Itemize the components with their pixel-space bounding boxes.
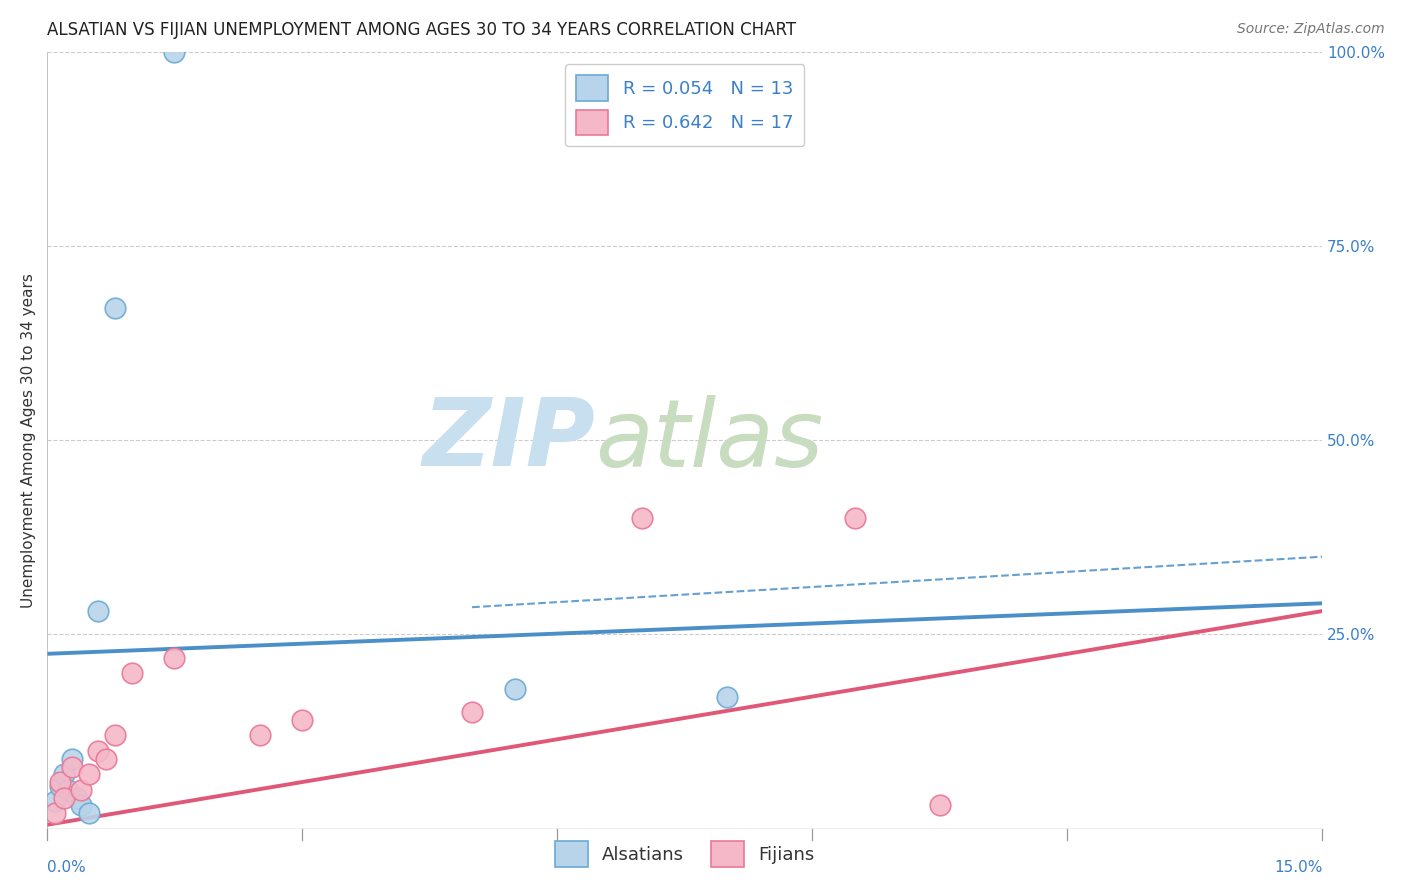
Text: ALSATIAN VS FIJIAN UNEMPLOYMENT AMONG AGES 30 TO 34 YEARS CORRELATION CHART: ALSATIAN VS FIJIAN UNEMPLOYMENT AMONG AG… xyxy=(46,21,796,39)
Point xyxy=(87,604,110,618)
Text: ZIP: ZIP xyxy=(422,394,595,486)
Point xyxy=(58,782,80,797)
Point xyxy=(631,511,654,525)
Text: 0.0%: 0.0% xyxy=(46,860,86,875)
Point xyxy=(291,713,314,727)
Point xyxy=(62,759,84,773)
Point xyxy=(44,806,66,821)
Text: atlas: atlas xyxy=(595,394,824,485)
Point xyxy=(503,681,526,696)
Point xyxy=(70,798,93,813)
Point xyxy=(52,767,75,781)
Text: 15.0%: 15.0% xyxy=(1274,860,1322,875)
Point xyxy=(66,790,89,805)
Point xyxy=(52,790,75,805)
Point xyxy=(104,301,127,315)
Y-axis label: Unemployment Among Ages 30 to 34 years: Unemployment Among Ages 30 to 34 years xyxy=(21,273,35,607)
Text: Source: ZipAtlas.com: Source: ZipAtlas.com xyxy=(1237,22,1385,37)
Point xyxy=(163,650,186,665)
Point xyxy=(928,798,950,813)
Point xyxy=(844,511,866,525)
Point xyxy=(62,752,84,766)
Point xyxy=(48,779,70,793)
Point xyxy=(79,767,101,781)
Point xyxy=(79,806,101,821)
Point xyxy=(96,752,118,766)
Point xyxy=(121,666,143,681)
Point xyxy=(249,728,271,742)
Point xyxy=(104,728,127,742)
Point xyxy=(48,775,70,789)
Legend: Alsatians, Fijians: Alsatians, Fijians xyxy=(548,834,821,874)
Point xyxy=(461,705,484,719)
Point xyxy=(163,45,186,59)
Point xyxy=(70,782,93,797)
Point xyxy=(44,795,66,809)
Point xyxy=(87,744,110,758)
Point xyxy=(716,690,738,704)
